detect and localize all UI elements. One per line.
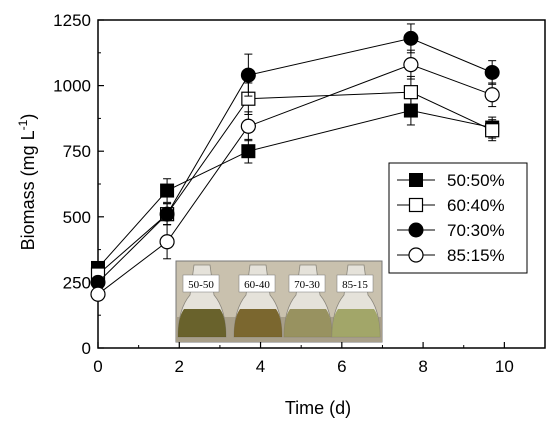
- legend-label: 85:15%: [447, 246, 505, 265]
- legend-marker: [408, 247, 424, 263]
- data-point: [241, 144, 256, 159]
- x-tick-label: 0: [93, 357, 102, 376]
- data-point: [240, 118, 256, 134]
- data-point: [159, 234, 175, 250]
- data-point: [403, 85, 418, 100]
- flask-label-background: [336, 274, 374, 293]
- flask-culture: [178, 309, 226, 337]
- legend-marker: [409, 173, 423, 187]
- flask-label: 60-40: [244, 279, 270, 291]
- legend-item: 50:50%: [397, 171, 505, 190]
- legend-label: 70:30%: [447, 221, 505, 240]
- x-tick-label: 8: [418, 357, 427, 376]
- x-tick-label: 10: [495, 357, 514, 376]
- series-layer: [90, 23, 500, 302]
- flask-culture: [234, 309, 282, 337]
- legend-marker: [408, 222, 424, 238]
- data-point: [240, 67, 256, 83]
- y-tick-label: 500: [63, 208, 91, 227]
- data-point: [403, 30, 419, 46]
- y-tick-label: 0: [82, 339, 91, 358]
- data-point: [159, 206, 175, 222]
- y-tick-label: 750: [63, 142, 91, 161]
- axes: 0 2 4 6 8 10 0 250 500 750 1000 1250: [53, 11, 514, 376]
- data-point: [403, 57, 419, 73]
- legend: 50:50% 60:40% 70:30% 85:15%: [388, 162, 528, 274]
- inset-photo: 50-50 60-40 70-30 85-15: [175, 260, 383, 343]
- x-tick-label: 2: [175, 357, 184, 376]
- flask-label: 50-50: [188, 279, 214, 291]
- y-axis-title-exponent: -1: [16, 119, 30, 130]
- flask-label-background: [182, 274, 220, 293]
- legend-marker: [408, 197, 424, 213]
- flask-culture: [284, 309, 332, 337]
- legend-item: 85:15%: [397, 246, 505, 265]
- x-tick-label: 6: [337, 357, 346, 376]
- legend-item: 60:40%: [397, 196, 505, 215]
- flask-label-background: [288, 274, 326, 293]
- data-point: [160, 183, 175, 198]
- flask-label: 85-15: [342, 279, 368, 291]
- flask-label-background: [238, 274, 276, 293]
- series-85:15%: [90, 49, 500, 302]
- data-point: [90, 286, 106, 302]
- x-axis-title: Time (d): [285, 398, 351, 418]
- y-axis-title-close: ): [18, 114, 38, 120]
- legend-label: 60:40%: [447, 196, 505, 215]
- y-tick-label: 1250: [53, 11, 91, 30]
- x-tick-label: 4: [256, 357, 265, 376]
- flask-culture: [332, 309, 380, 337]
- data-point: [484, 87, 500, 103]
- legend-item: 70:30%: [397, 221, 505, 240]
- y-axis-title-main: Biomass (mg L: [18, 130, 38, 250]
- legend-label: 50:50%: [447, 171, 505, 190]
- flask-label: 70-30: [294, 279, 320, 291]
- data-point: [485, 123, 500, 138]
- y-tick-label: 250: [63, 273, 91, 292]
- data-point: [484, 64, 500, 80]
- y-tick-label: 1000: [53, 77, 91, 96]
- y-axis-title: Biomass (mg L-1): [16, 114, 38, 251]
